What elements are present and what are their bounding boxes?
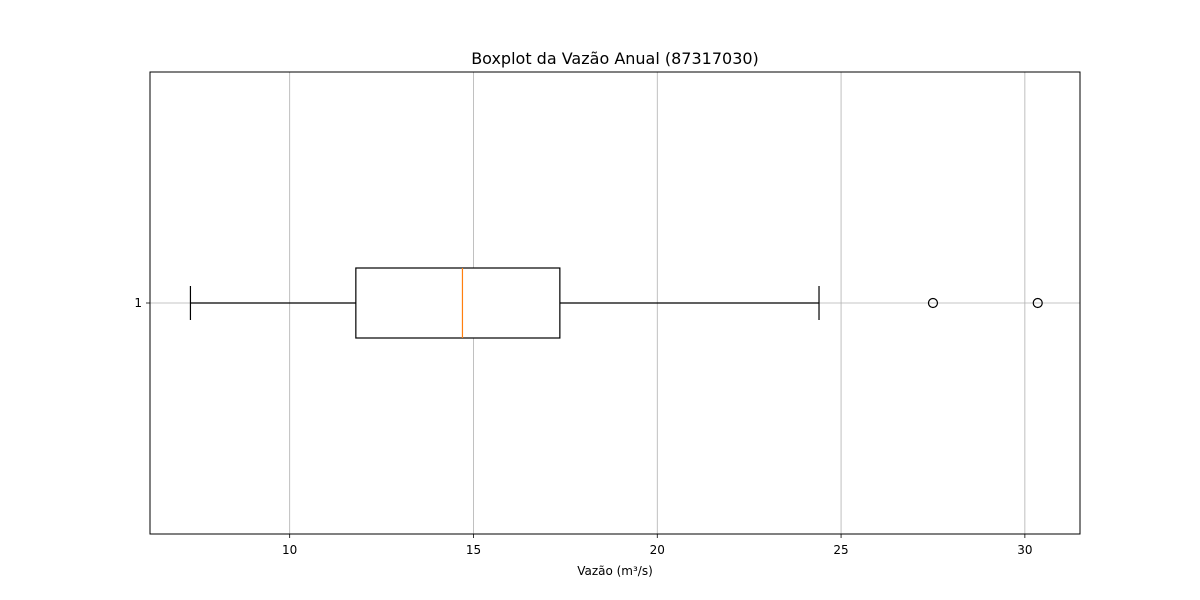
iqr-box: [355, 267, 561, 339]
x-axis-label: Vazão (m³/s): [577, 564, 653, 578]
chart-title: Boxplot da Vazão Anual (87317030): [471, 49, 759, 68]
y-tick-label-0: 1: [134, 296, 142, 310]
x-tick-label-3: 25: [833, 543, 848, 557]
x-tick-label-4: 30: [1017, 543, 1032, 557]
box-layer: [189, 267, 1043, 339]
x-tick-label-0: 10: [282, 543, 297, 557]
x-ticks: 10 15 20 25 30: [282, 534, 1033, 557]
outlier-point-1: [1032, 297, 1043, 309]
x-tick-label-2: 20: [650, 543, 665, 557]
y-ticks: 1: [134, 296, 150, 310]
outlier-point-0: [927, 297, 939, 309]
x-tick-label-1: 15: [466, 543, 481, 557]
